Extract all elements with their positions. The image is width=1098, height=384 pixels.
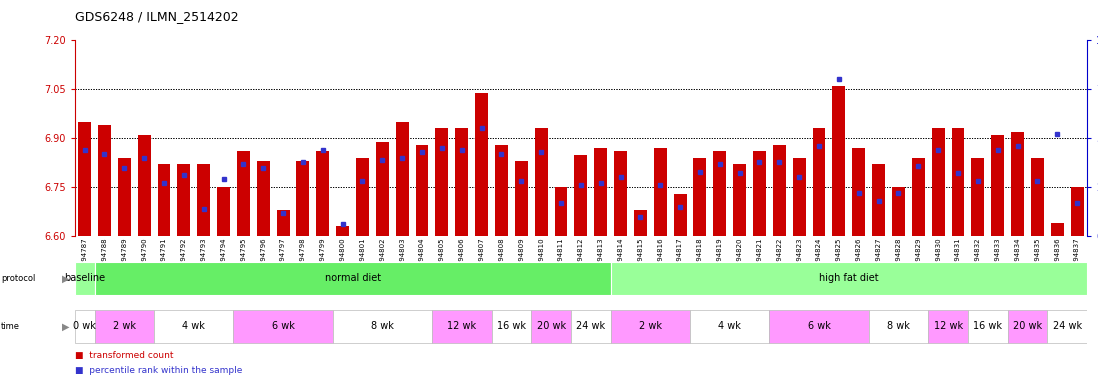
- Text: 12 wk: 12 wk: [447, 321, 477, 331]
- Bar: [991, 135, 1005, 236]
- Bar: [928, 310, 968, 343]
- Bar: [415, 145, 428, 236]
- Text: 0 wk: 0 wk: [74, 321, 96, 331]
- Bar: [714, 151, 726, 236]
- Bar: [614, 151, 627, 236]
- Text: 16 wk: 16 wk: [973, 321, 1002, 331]
- Text: high fat diet: high fat diet: [819, 273, 878, 283]
- Bar: [217, 187, 229, 236]
- Text: protocol: protocol: [1, 274, 35, 283]
- Bar: [75, 262, 94, 295]
- Bar: [968, 310, 1008, 343]
- Bar: [574, 155, 587, 236]
- Bar: [436, 129, 448, 236]
- Bar: [475, 93, 488, 236]
- Bar: [117, 158, 131, 236]
- Bar: [674, 194, 686, 236]
- Text: 2 wk: 2 wk: [639, 321, 662, 331]
- Text: normal diet: normal diet: [325, 273, 381, 283]
- Bar: [554, 187, 568, 236]
- Bar: [137, 135, 150, 236]
- Text: 24 wk: 24 wk: [1053, 321, 1082, 331]
- Text: 6 wk: 6 wk: [271, 321, 294, 331]
- Bar: [376, 142, 389, 236]
- Text: ■  percentile rank within the sample: ■ percentile rank within the sample: [75, 366, 242, 375]
- Bar: [234, 310, 333, 343]
- Bar: [932, 129, 944, 236]
- Text: GDS6248 / ILMN_2514202: GDS6248 / ILMN_2514202: [75, 10, 238, 23]
- Text: 4 wk: 4 wk: [718, 321, 741, 331]
- Text: baseline: baseline: [64, 273, 105, 283]
- Bar: [892, 187, 905, 236]
- Bar: [75, 310, 94, 343]
- Bar: [78, 122, 91, 236]
- Bar: [813, 129, 826, 236]
- Bar: [154, 310, 234, 343]
- Text: 12 wk: 12 wk: [933, 321, 963, 331]
- Bar: [610, 310, 690, 343]
- Bar: [198, 164, 210, 236]
- Bar: [653, 148, 666, 236]
- Bar: [492, 310, 531, 343]
- Bar: [1011, 132, 1024, 236]
- Text: 8 wk: 8 wk: [887, 321, 910, 331]
- Bar: [872, 164, 885, 236]
- Text: 16 wk: 16 wk: [497, 321, 526, 331]
- Text: 8 wk: 8 wk: [371, 321, 394, 331]
- Bar: [1051, 223, 1064, 236]
- Text: 24 wk: 24 wk: [576, 321, 605, 331]
- Bar: [770, 310, 869, 343]
- Bar: [753, 151, 766, 236]
- Text: 20 wk: 20 wk: [1013, 321, 1042, 331]
- Bar: [733, 164, 747, 236]
- Bar: [178, 164, 190, 236]
- Bar: [356, 158, 369, 236]
- Bar: [832, 86, 845, 236]
- Text: 4 wk: 4 wk: [182, 321, 205, 331]
- Bar: [869, 310, 928, 343]
- Bar: [277, 210, 290, 236]
- Text: ■  transformed count: ■ transformed count: [75, 351, 173, 359]
- Bar: [911, 158, 925, 236]
- Bar: [852, 148, 865, 236]
- Bar: [94, 262, 610, 295]
- Bar: [98, 125, 111, 236]
- Text: 2 wk: 2 wk: [113, 321, 136, 331]
- Bar: [1008, 310, 1047, 343]
- Bar: [157, 164, 170, 236]
- Bar: [432, 310, 492, 343]
- Bar: [395, 122, 408, 236]
- Bar: [316, 151, 329, 236]
- Bar: [535, 129, 548, 236]
- Bar: [952, 129, 964, 236]
- Text: time: time: [1, 322, 20, 331]
- Bar: [237, 151, 250, 236]
- Bar: [1031, 158, 1044, 236]
- Bar: [515, 161, 528, 236]
- Bar: [972, 158, 984, 236]
- Bar: [296, 161, 310, 236]
- Bar: [690, 310, 770, 343]
- Bar: [257, 161, 270, 236]
- Bar: [495, 145, 508, 236]
- Text: ▶: ▶: [61, 321, 69, 331]
- Bar: [456, 129, 468, 236]
- Bar: [333, 310, 432, 343]
- Bar: [1071, 187, 1084, 236]
- Bar: [94, 310, 154, 343]
- Bar: [773, 145, 786, 236]
- Bar: [634, 210, 647, 236]
- Text: ▶: ▶: [61, 273, 69, 283]
- Bar: [694, 158, 706, 236]
- Bar: [1047, 310, 1087, 343]
- Bar: [594, 148, 607, 236]
- Text: 6 wk: 6 wk: [808, 321, 830, 331]
- Bar: [571, 310, 610, 343]
- Bar: [336, 227, 349, 236]
- Bar: [531, 310, 571, 343]
- Bar: [793, 158, 806, 236]
- Text: 20 wk: 20 wk: [537, 321, 565, 331]
- Bar: [610, 262, 1087, 295]
